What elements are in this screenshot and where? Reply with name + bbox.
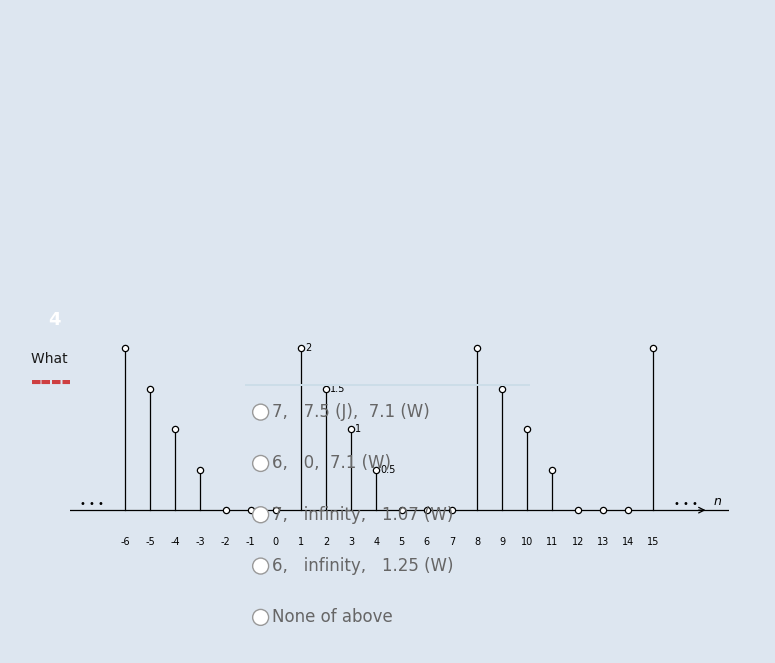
Text: 6,   0,  7.1 (W): 6, 0, 7.1 (W) xyxy=(272,454,391,473)
Text: 1.5: 1.5 xyxy=(330,384,346,394)
Text: 2: 2 xyxy=(305,343,311,353)
Text: ▬▬▬▬: ▬▬▬▬ xyxy=(31,377,73,387)
Text: 4: 4 xyxy=(48,311,60,329)
Text: 1: 1 xyxy=(355,424,361,434)
Text: What are , the Periode N, the Energy, and the power (respectively)  of this sequ: What are , the Periode N, the Energy, an… xyxy=(31,351,618,366)
FancyBboxPatch shape xyxy=(245,384,530,387)
Text: 7,   infinity,   1.07 (W): 7, infinity, 1.07 (W) xyxy=(272,506,453,524)
Text: None of above: None of above xyxy=(272,609,393,627)
Text: 6,   infinity,   1.25 (W): 6, infinity, 1.25 (W) xyxy=(272,557,453,575)
Circle shape xyxy=(253,507,269,522)
Circle shape xyxy=(253,455,269,471)
Text: 7,   7.5 (J),  7.1 (W): 7, 7.5 (J), 7.1 (W) xyxy=(272,403,430,421)
Text: 0.5: 0.5 xyxy=(381,465,396,475)
Text: • • •: • • • xyxy=(81,499,105,509)
Text: n: n xyxy=(714,495,722,508)
Circle shape xyxy=(253,404,269,420)
Circle shape xyxy=(253,558,269,574)
Text: • • •: • • • xyxy=(673,499,698,509)
Circle shape xyxy=(253,609,269,625)
